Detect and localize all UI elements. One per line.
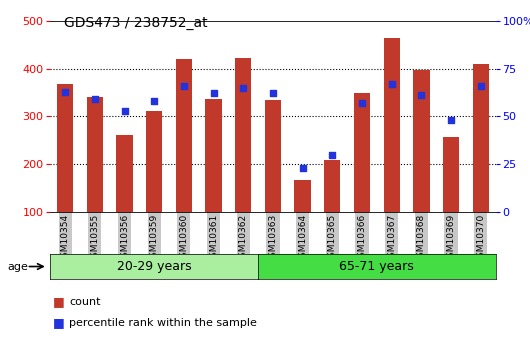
Point [447,118,455,123]
Bar [87,97,103,212]
Bar [443,137,459,212]
Point [417,92,426,98]
Point [298,165,307,171]
Bar [176,59,192,212]
Bar [117,135,132,212]
Text: percentile rank within the sample: percentile rank within the sample [69,318,257,327]
Bar [265,100,281,212]
Point [180,83,188,89]
Text: ■: ■ [53,295,65,308]
Text: 20-29 years: 20-29 years [117,260,191,273]
Text: age: age [7,262,28,272]
Text: 65-71 years: 65-71 years [339,260,414,273]
Point [328,152,337,157]
Point [150,98,158,104]
Point [358,100,366,106]
Point [387,81,396,87]
Point [120,108,129,114]
Bar [384,38,400,212]
Point [209,91,218,96]
Bar [354,92,370,212]
Bar [473,64,489,212]
Point [476,83,485,89]
Bar [206,99,222,212]
Bar [146,111,162,212]
Text: count: count [69,297,100,307]
Bar [324,159,340,212]
Point [269,91,277,96]
Text: ■: ■ [53,316,65,329]
Text: GDS473 / 238752_at: GDS473 / 238752_at [64,16,207,30]
Point [239,85,248,90]
Point [91,97,99,102]
Bar [235,58,251,212]
Point [61,89,69,94]
Bar [57,85,73,212]
Bar [413,70,429,212]
Bar [295,180,311,212]
